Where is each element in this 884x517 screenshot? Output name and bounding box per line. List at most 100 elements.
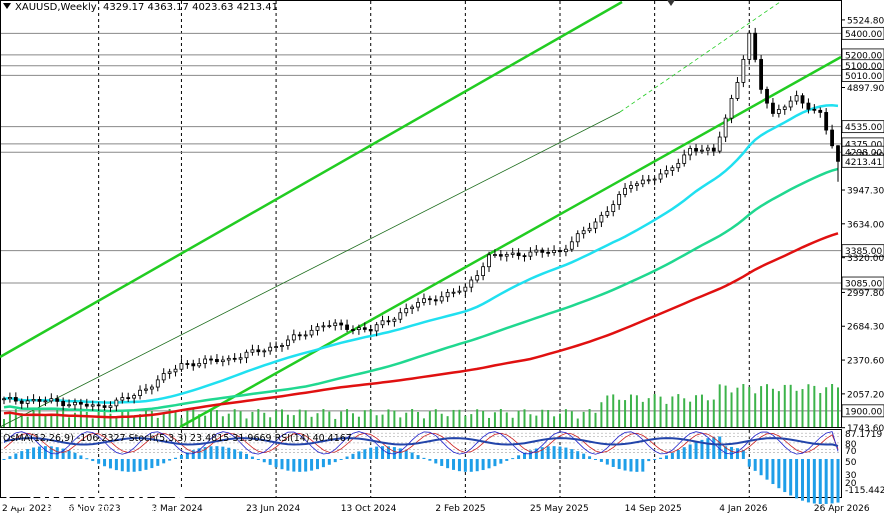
osma-bar-130 <box>771 458 775 485</box>
logo-mark-icon <box>6 479 34 508</box>
osma-bar-124 <box>735 448 739 459</box>
candle-body-85 <box>504 254 509 257</box>
osma-bar-56 <box>333 458 337 463</box>
osma-bar-126 <box>747 458 751 467</box>
osma-bar-0 <box>2 458 6 460</box>
candle-body-103 <box>611 204 616 213</box>
ind-scale-label-6: -115.4424 <box>845 486 884 496</box>
osma-bar-21 <box>126 458 130 472</box>
pane-corner-triangle-icon[interactable] <box>667 0 675 6</box>
candle-body-75 <box>445 291 450 298</box>
osma-bar-90 <box>534 448 538 459</box>
osma-bar-12 <box>73 452 77 459</box>
ind-scale-label-3: 50 <box>845 458 857 468</box>
candle-body-121 <box>717 136 722 152</box>
candle-body-17 <box>102 405 107 408</box>
osma-bar-86 <box>511 458 515 460</box>
candle-body-30 <box>179 363 184 370</box>
osma-bar-3 <box>20 451 24 459</box>
osma-bar-52 <box>310 458 314 471</box>
osma-bar-1 <box>8 456 12 459</box>
candle-body-128 <box>759 59 764 90</box>
osma-bar-119 <box>706 438 710 459</box>
osma-bar-117 <box>694 441 698 459</box>
candle-body-27 <box>161 373 166 381</box>
candle-body-137 <box>812 108 817 111</box>
candle-body-4 <box>25 400 30 404</box>
osma-bar-68 <box>404 450 408 459</box>
candle-body-136 <box>806 102 811 110</box>
menu-triangle-icon[interactable] <box>3 3 11 9</box>
level-label-1: 5200.00 <box>845 51 882 61</box>
candle-body-86 <box>510 252 515 255</box>
candle-body-129 <box>765 88 769 104</box>
osma-bar-46 <box>274 458 278 468</box>
osma-bar-83 <box>493 458 497 467</box>
osma-bar-72 <box>428 458 432 461</box>
candle-body-49 <box>291 334 296 341</box>
osma-bar-123 <box>730 446 734 459</box>
osma-bar-99 <box>588 456 592 459</box>
price-label-0: 5524.80 <box>847 16 884 26</box>
candle-body-37 <box>220 359 225 363</box>
osma-bar-31 <box>185 452 189 459</box>
candle-body-134 <box>794 95 799 102</box>
osma-bar-51 <box>304 458 308 472</box>
candle-body-119 <box>705 147 710 151</box>
osma-bar-66 <box>392 447 396 459</box>
osma-bar-102 <box>605 458 609 465</box>
osma-bar-115 <box>682 447 686 459</box>
candle-body-61 <box>362 327 367 330</box>
logo-brand: instaforex <box>38 478 189 509</box>
osma-bar-49 <box>292 458 296 472</box>
osma-bar-17 <box>103 458 107 467</box>
candle-body-76 <box>451 291 456 294</box>
candle-body-3 <box>19 400 24 404</box>
candle-body-34 <box>203 358 208 364</box>
osma-bar-34 <box>203 447 207 459</box>
instaforex-logo: instaforex Instant Forex Trading <box>6 478 189 515</box>
osma-bar-81 <box>481 458 485 471</box>
osma-bar-71 <box>422 457 426 459</box>
price-label-4: 3634.00 <box>847 220 884 230</box>
time-label-8: 4 Jan 2026 <box>719 504 767 514</box>
level-label-6: 4298.00 <box>845 149 882 159</box>
osma-bar-26 <box>156 458 160 466</box>
candle-body-25 <box>149 386 154 390</box>
candle-body-9 <box>55 398 60 402</box>
candle-body-46 <box>274 346 278 348</box>
time-label-3: 23 Jun 2024 <box>246 504 300 514</box>
osma-bar-15 <box>91 458 95 462</box>
osma-bar-70 <box>416 455 420 459</box>
osma-bar-25 <box>150 458 154 469</box>
candle-body-45 <box>268 346 273 352</box>
symbol-header: XAUUSD,Weekly 4329.17 4363.17 4023.63 42… <box>3 2 278 13</box>
time-label-2: 3 Mar 2024 <box>151 504 203 514</box>
candle-body-24 <box>144 388 148 391</box>
candle-body-31 <box>185 363 190 365</box>
candle-body-118 <box>700 149 704 152</box>
level-label-7: 3385.00 <box>845 247 882 257</box>
osma-bar-40 <box>239 451 243 459</box>
candle-body-131 <box>776 109 781 114</box>
osma-bar-20 <box>120 458 124 472</box>
candle-body-99 <box>587 227 592 232</box>
candle-body-16 <box>96 404 101 407</box>
osma-bar-120 <box>712 437 716 459</box>
osma-bar-42 <box>250 456 254 459</box>
osma-bar-59 <box>351 453 355 459</box>
indicator-header: OsMA(12,26,9) -106.2327 Stoch(5,3,3) 23.… <box>3 433 352 444</box>
candle-body-13 <box>78 401 83 405</box>
last-price-label: 4213.41 <box>845 158 882 168</box>
osma-bar-53 <box>315 458 319 470</box>
candle-body-130 <box>771 102 775 114</box>
osma-bar-78 <box>463 458 467 472</box>
ma-mid-line <box>3 167 839 413</box>
osma-bar-93 <box>552 446 556 459</box>
osma-bar-45 <box>268 458 272 465</box>
candle-body-69 <box>410 306 415 310</box>
osma-bar-97 <box>576 451 580 459</box>
candles <box>2 27 840 412</box>
level-label-4: 4535.00 <box>845 123 882 133</box>
